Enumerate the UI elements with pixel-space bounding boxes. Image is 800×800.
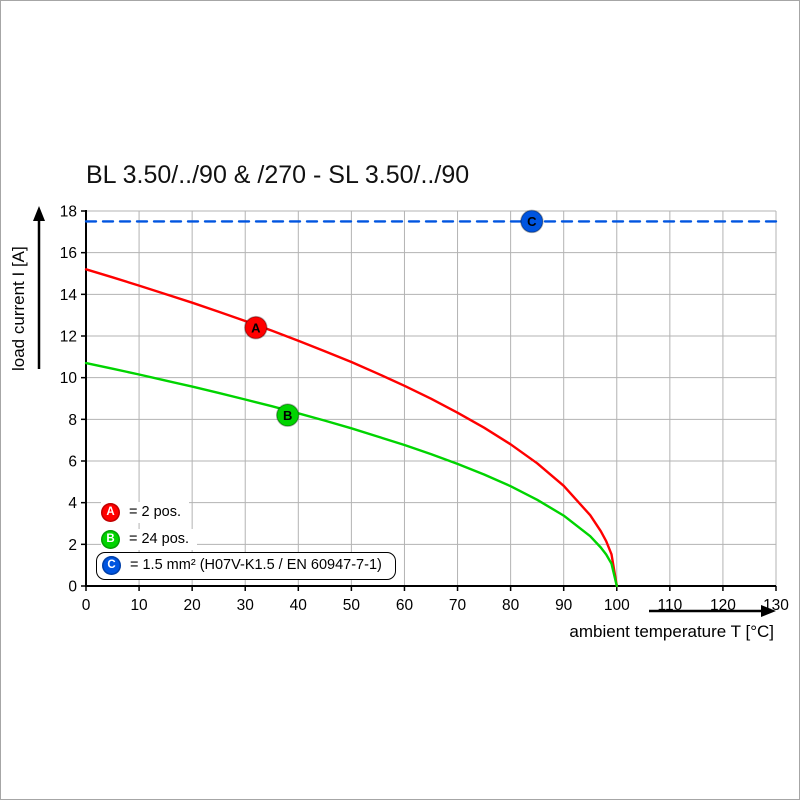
- y-tick-label: 16: [60, 245, 77, 262]
- y-tick-label: 14: [60, 287, 78, 304]
- y-tick-label: 18: [60, 204, 77, 221]
- x-tick-label: 0: [82, 597, 91, 614]
- y-tick-label: 4: [68, 495, 77, 512]
- tick-labels: 0 10 20 30 40 50 60 70 80 90 100 110 120 130024681012…: [60, 204, 790, 615]
- chart-title: BL 3.50/../90 & /270 - SL 3.50/../90: [86, 161, 470, 189]
- y-axis-arrow-head-icon: [33, 206, 45, 221]
- x-tick-label: 30: [237, 597, 255, 614]
- x-axis-arrow-head-icon: [761, 605, 776, 617]
- y-tick-label: 10: [60, 370, 78, 387]
- marker-a-icon: [244, 315, 268, 340]
- y-tick-label: 0: [68, 579, 77, 596]
- curve-a: [84, 268, 618, 588]
- x-tick-label: 90: [555, 597, 573, 614]
- x-tick-label: 60: [396, 597, 414, 614]
- x-tick-label: 50: [343, 597, 361, 614]
- marker-c-letter: C: [527, 214, 537, 229]
- gridlines: [86, 210, 777, 586]
- marker-a-letter: A: [251, 320, 261, 335]
- axes: [85, 210, 776, 587]
- curve-b: [84, 361, 618, 588]
- x-tick-label: 10: [130, 597, 148, 614]
- x-axis-label: ambient temperature T [°C]: [569, 622, 774, 641]
- x-tick-label: 70: [449, 597, 467, 614]
- x-tick-label: 20: [184, 597, 202, 614]
- x-tick-label: 40: [290, 597, 308, 614]
- y-tick-label: 2: [68, 537, 77, 554]
- x-tick-label: 100: [604, 597, 630, 614]
- marker-c-icon: [520, 209, 544, 234]
- axis-arrows: [33, 206, 776, 617]
- curve-markers: A B C: [244, 209, 544, 427]
- y-tick-label: 12: [60, 329, 77, 346]
- y-tick-label: 8: [68, 412, 77, 429]
- y-tick-label: 6: [68, 454, 77, 471]
- marker-b-icon: [275, 403, 300, 427]
- x-tick-label: 80: [502, 597, 520, 614]
- curves: [84, 220, 778, 588]
- marker-b-letter: B: [283, 408, 292, 423]
